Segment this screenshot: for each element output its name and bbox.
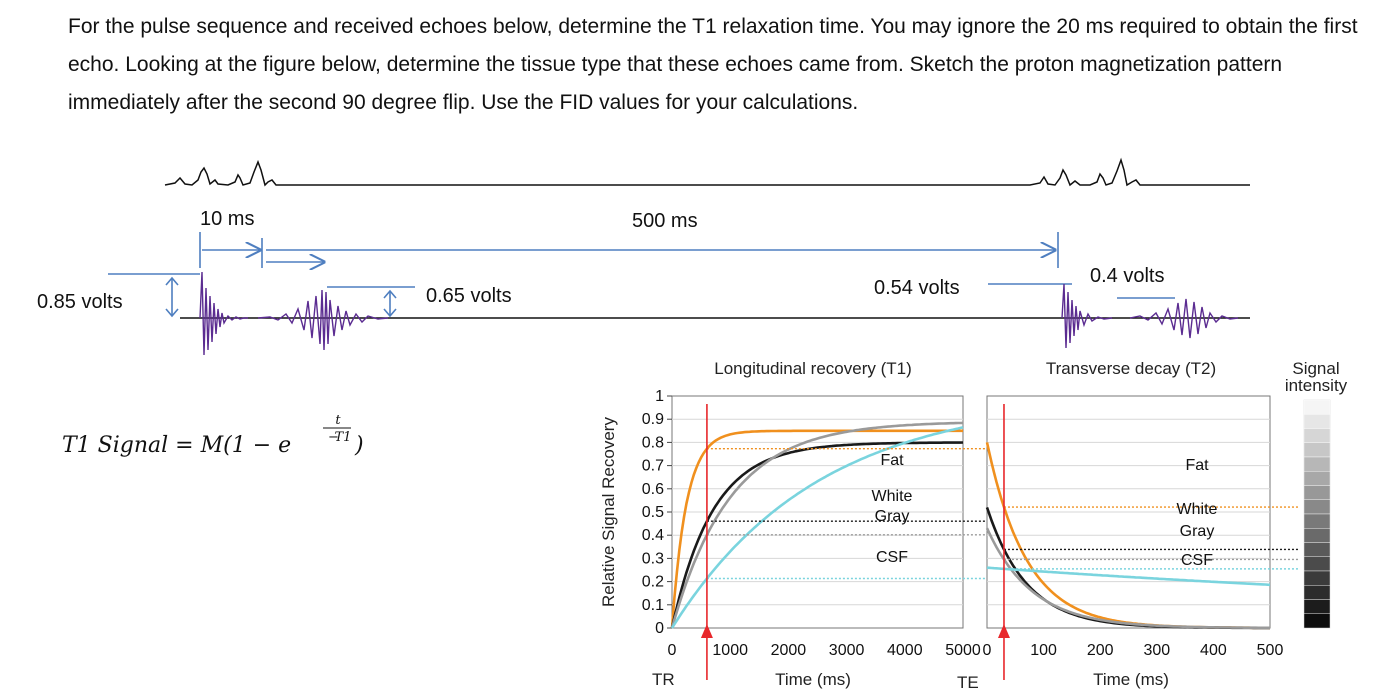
t1-y-tick-label: 0 bbox=[655, 620, 664, 637]
t2-x-tick-label: 500 bbox=[1257, 642, 1284, 659]
grayscale-step bbox=[1303, 613, 1331, 629]
grayscale-step bbox=[1303, 556, 1331, 572]
grayscale-step bbox=[1303, 442, 1331, 458]
t1-curve-fat bbox=[670, 429, 963, 629]
t1-y-tick-label: 0.6 bbox=[642, 481, 664, 498]
t2-curve-gray bbox=[985, 527, 1270, 630]
t1-curve-gray bbox=[670, 421, 964, 629]
t2-label-csf: CSF bbox=[1181, 552, 1213, 569]
t2-x-tick-label: 200 bbox=[1087, 642, 1114, 659]
t1-y-axis-label: Relative Signal Recovery bbox=[599, 417, 618, 607]
signal-intensity-legend: Signal intensity bbox=[1285, 359, 1348, 629]
tr-marker-arrow bbox=[700, 624, 713, 638]
t2-x-tick-label: 0 bbox=[983, 642, 992, 659]
t1-y-tick-label: 0.3 bbox=[642, 550, 664, 567]
t1-label-gray: Gray bbox=[875, 508, 910, 525]
t1-recovery-chart: 0 0.1 0.2 0.3 0.4 0.5 0.6 0.7 0.8 0.9 1 0 1000 2000 3… bbox=[599, 359, 985, 689]
t1-curves: Fat White Gray CSF bbox=[670, 404, 985, 680]
legend-title-line2: intensity bbox=[1285, 376, 1348, 395]
tr-marker-label: TR bbox=[652, 670, 675, 689]
t2-x-tick-label: 400 bbox=[1200, 642, 1227, 659]
t1-x-tick-label: 0 bbox=[668, 642, 677, 659]
rf-pulse-sequence bbox=[164, 157, 1250, 187]
grayscale-step bbox=[1303, 428, 1331, 443]
formula-exp-num: t bbox=[335, 413, 341, 428]
t2-chart-title: Transverse decay (T2) bbox=[1046, 359, 1216, 378]
t1-x-ticks: 0 1000 2000 3000 4000 5000 bbox=[668, 642, 981, 659]
grayscale-step bbox=[1303, 599, 1331, 614]
t2-curve-csf bbox=[986, 566, 1271, 587]
grayscale-step bbox=[1303, 570, 1331, 586]
grayscale-step bbox=[1303, 542, 1331, 557]
t1-y-tick-label: 0.9 bbox=[642, 411, 664, 428]
grayscale-step bbox=[1303, 399, 1331, 415]
grayscale-step bbox=[1303, 585, 1331, 600]
t1-y-ticks: 0 0.1 0.2 0.3 0.4 0.5 0.6 0.7 0.8 0.9 1 bbox=[642, 388, 672, 637]
formula-exp-minus: − bbox=[328, 430, 339, 445]
t1-gridlines bbox=[672, 418, 963, 606]
formula-main: T1 Signal = M(1 − e bbox=[62, 433, 291, 458]
grayscale-steps bbox=[1303, 399, 1331, 629]
t1-chart-title: Longitudinal recovery (T1) bbox=[714, 359, 911, 378]
t1-y-tick-label: 0.2 bbox=[642, 574, 664, 591]
t2-label-gray: Gray bbox=[1180, 523, 1215, 540]
echo1-amplitude: 0.85 volts bbox=[37, 291, 123, 313]
question-text: For the pulse sequence and received echo… bbox=[68, 15, 1358, 114]
t1-y-tick-label: 0.8 bbox=[642, 434, 664, 451]
legend-title-line1: Signal bbox=[1292, 359, 1339, 378]
t2-gridlines bbox=[987, 418, 1270, 606]
t1-x-tick-label: 5000 bbox=[945, 642, 981, 659]
grayscale-step bbox=[1303, 513, 1331, 529]
t1-y-tick-label: 0.7 bbox=[642, 458, 664, 475]
t2-label-fat: Fat bbox=[1185, 457, 1209, 474]
t2-x-tick-label: 100 bbox=[1030, 642, 1057, 659]
t1-label-white: White bbox=[872, 488, 913, 505]
interval-long-label: 500 ms bbox=[632, 210, 698, 232]
t1-y-tick-label: 0.4 bbox=[642, 527, 664, 544]
grayscale-step bbox=[1303, 499, 1331, 515]
t2-decay-chart: 0 100 200 300 400 500 Fat White Gray CSF Transve… bbox=[957, 359, 1298, 692]
t1-label-fat: Fat bbox=[880, 452, 904, 469]
grayscale-step bbox=[1303, 528, 1331, 543]
grayscale-step bbox=[1303, 414, 1331, 429]
t1-curve-csf bbox=[670, 426, 964, 629]
t1-y-tick-label: 0.5 bbox=[642, 504, 664, 521]
t1-curve-white bbox=[670, 441, 964, 629]
echo2-amplitude: 0.65 volts bbox=[426, 285, 512, 307]
t2-x-ticks: 0 100 200 300 400 500 bbox=[983, 642, 1284, 659]
te-marker-arrow bbox=[997, 624, 1010, 638]
t2-x-axis-label: Time (ms) bbox=[1093, 670, 1169, 689]
te-marker-label: TE bbox=[957, 673, 979, 692]
formula-close: ) bbox=[354, 433, 364, 458]
grayscale-step bbox=[1303, 485, 1331, 500]
t1-y-tick-label: 1 bbox=[655, 388, 664, 405]
interval-short-label: 10 ms bbox=[200, 208, 254, 230]
grayscale-step bbox=[1303, 456, 1331, 472]
echo-signal bbox=[180, 271, 1250, 356]
t1-y-tick-label: 0.1 bbox=[642, 597, 664, 614]
grayscale-step bbox=[1303, 471, 1331, 486]
t1-x-axis-label: Time (ms) bbox=[775, 670, 851, 689]
echo3-amplitude: 0.54 volts bbox=[874, 277, 960, 299]
t1-x-tick-label: 2000 bbox=[771, 642, 807, 659]
t1-x-tick-label: 1000 bbox=[712, 642, 748, 659]
t1-formula: T1 Signal = M(1 − e t − T1 ) bbox=[62, 413, 364, 458]
echo4-amplitude: 0.4 volts bbox=[1090, 265, 1164, 287]
t2-curves: Fat White Gray CSF bbox=[985, 404, 1298, 680]
formula-exp-den: T1 bbox=[335, 430, 352, 445]
t2-x-tick-label: 300 bbox=[1143, 642, 1170, 659]
t1-x-tick-label: 3000 bbox=[829, 642, 865, 659]
t1-label-csf: CSF bbox=[876, 549, 908, 566]
t1-x-tick-label: 4000 bbox=[887, 642, 923, 659]
timing-arrows bbox=[108, 232, 1175, 318]
t2-label-white: White bbox=[1177, 501, 1218, 518]
